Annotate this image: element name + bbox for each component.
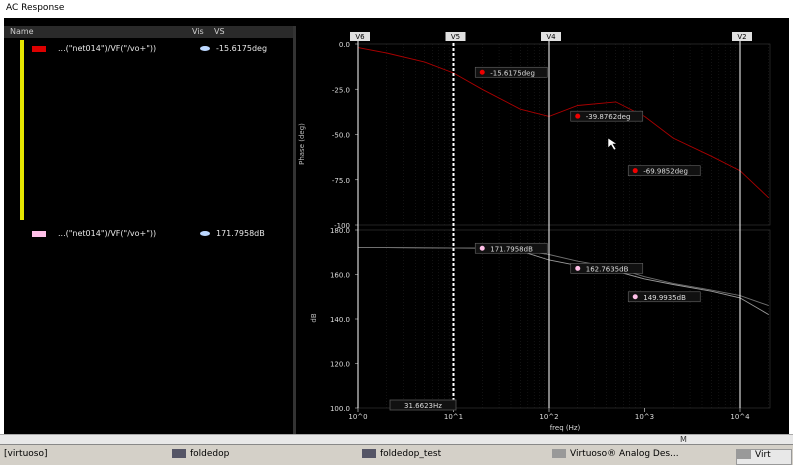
vertical-marker-tag xyxy=(541,32,561,41)
window-titlebar: AC Response xyxy=(0,0,793,18)
x-tick-label: 10^4 xyxy=(730,413,750,421)
taskbar-label: [virtuoso] xyxy=(4,449,48,459)
marker-annotations[interactable]: -15.6175deg -39.8762deg -69.9852deg 171.795… xyxy=(474,66,701,303)
phase-tick-label: -100 xyxy=(334,222,350,230)
phase-y-axis-label: Phase (deg) xyxy=(298,123,306,165)
phase-tick-label: -75.0 xyxy=(332,177,350,185)
taskbar-item-virtuoso[interactable]: [virtuoso] xyxy=(4,449,124,463)
vertical-marker-label: V4 xyxy=(546,33,556,41)
marker-point xyxy=(632,168,638,174)
x-tick-label: 10^1 xyxy=(444,413,463,421)
gain-tick-label: 160.0 xyxy=(330,272,350,280)
marker-annotation-text: -39.8762deg xyxy=(586,113,631,121)
taskbar-label: foldedop xyxy=(190,449,230,459)
phase-y-ticks: 0.0 -25.0 -50.0 -75.0 -100 xyxy=(332,41,358,230)
phase-tick-label: -25.0 xyxy=(332,86,350,94)
header-name[interactable]: Name xyxy=(10,27,34,36)
trace-list-panel xyxy=(4,26,293,434)
window-icon xyxy=(362,449,376,458)
taskbar-item-foldedop[interactable]: foldedop xyxy=(172,449,342,463)
marker-annotation-text: -69.9852deg xyxy=(643,168,688,176)
gain-y-axis-label: dB xyxy=(310,313,318,322)
pane-divider[interactable] xyxy=(293,26,296,434)
marker-point xyxy=(575,265,581,271)
phase-tick-label: -50.0 xyxy=(332,132,350,140)
marker-point xyxy=(479,245,485,251)
vertical-markers[interactable]: V6 V5 V4 V2 xyxy=(350,32,752,408)
taskbar-item-virt-active[interactable]: Virt xyxy=(736,449,792,465)
trace-name: ...("net014")/VF("/vo+")) xyxy=(58,229,157,238)
window-icon xyxy=(172,449,186,458)
phase-tick-label: 0.0 xyxy=(339,41,350,49)
vertical-marker-tag xyxy=(350,32,370,41)
trace-color-swatch xyxy=(32,231,46,237)
phase-strip: Phase (deg) 0.0 -25.0 -50.0 -75.0 -100 xyxy=(298,41,771,230)
window-icon xyxy=(552,449,566,458)
marker-annotation-box xyxy=(570,263,644,274)
mouse-mode-indicator: M xyxy=(680,435,687,444)
visibility-eye-icon[interactable] xyxy=(200,46,210,51)
plot-background xyxy=(296,18,789,434)
marker-annotation-box xyxy=(627,165,701,176)
window-title: AC Response xyxy=(6,3,65,13)
marker-annotation-text: 162.7635dB xyxy=(586,265,629,273)
trace-value: -15.6175deg xyxy=(216,44,268,53)
taskbar-label: Virtuoso® Analog Des... xyxy=(570,449,679,459)
trace-row-phase[interactable]: ...("net014")/VF("/vo+")) -15.6175deg xyxy=(32,44,292,55)
trace-row-gain[interactable]: ...("net014")/VF("/vo+")) 171.7958dB xyxy=(32,229,292,240)
waveform-plot-area[interactable]: Phase (deg) 0.0 -25.0 -50.0 -75.0 -100 dB 18… xyxy=(296,18,789,434)
mouse-pointer-icon xyxy=(607,137,618,151)
marker-annotation-text: -15.6175deg xyxy=(490,69,535,77)
marker-point xyxy=(575,113,581,119)
vertical-marker-label: V2 xyxy=(737,33,746,41)
series-line xyxy=(358,247,769,307)
marker-annotation-text: 149.9935dB xyxy=(643,294,686,302)
vertical-marker-label: V6 xyxy=(355,33,365,41)
gain-tick-label: 140.0 xyxy=(330,316,350,324)
vertical-marker-tag xyxy=(445,32,466,41)
strip-selection-bar[interactable] xyxy=(20,40,24,220)
marker-point xyxy=(632,294,638,300)
gain-tick-label: 180.0 xyxy=(330,227,350,235)
taskbar-item-foldedop-test[interactable]: foldedop_test xyxy=(362,449,532,463)
trace-color-swatch xyxy=(32,46,46,52)
series-line xyxy=(357,47,770,199)
phase-grid xyxy=(357,43,771,226)
vertical-marker-tag xyxy=(732,32,752,41)
phase-series xyxy=(357,47,770,199)
x-tick-label: 10^2 xyxy=(539,413,558,421)
vertical-marker-label: V5 xyxy=(451,33,460,41)
taskbar: [virtuoso] foldedop foldedop_test Virtuo… xyxy=(0,444,793,465)
marker-point xyxy=(479,69,485,75)
trace-list-header: Name Vis VS xyxy=(4,26,293,38)
delta-readout: 31.6623Hz xyxy=(404,402,442,410)
trace-value: 171.7958dB xyxy=(216,229,265,238)
trace-name: ...("net014")/VF("/vo+")) xyxy=(58,44,157,53)
header-vis[interactable]: Vis xyxy=(192,27,204,36)
x-tick-label: 10^0 xyxy=(348,413,367,421)
gain-tick-label: 100.0 xyxy=(330,405,350,413)
taskbar-label: foldedop_test xyxy=(380,449,442,459)
delta-readout-box xyxy=(389,399,457,411)
x-axis-label: freq (Hz) xyxy=(550,424,581,432)
marker-annotation-box xyxy=(474,66,548,78)
visibility-eye-icon[interactable] xyxy=(200,231,210,236)
status-line: M xyxy=(0,434,793,445)
taskbar-item-virtuoso-analog[interactable]: Virtuoso® Analog Des... xyxy=(552,449,728,463)
gain-tick-label: 120.0 xyxy=(330,361,350,369)
taskbar-label: Virt xyxy=(755,450,771,460)
marker-annotation-box xyxy=(570,110,644,122)
marker-annotation-box xyxy=(627,291,701,303)
marker-annotation-box xyxy=(474,242,548,254)
gain-series xyxy=(358,247,769,315)
x-tick-label: 10^3 xyxy=(635,413,654,421)
marker-annotation-text: 171.7958dB xyxy=(490,245,533,253)
window-icon xyxy=(737,450,751,459)
header-vs[interactable]: VS xyxy=(214,27,225,36)
